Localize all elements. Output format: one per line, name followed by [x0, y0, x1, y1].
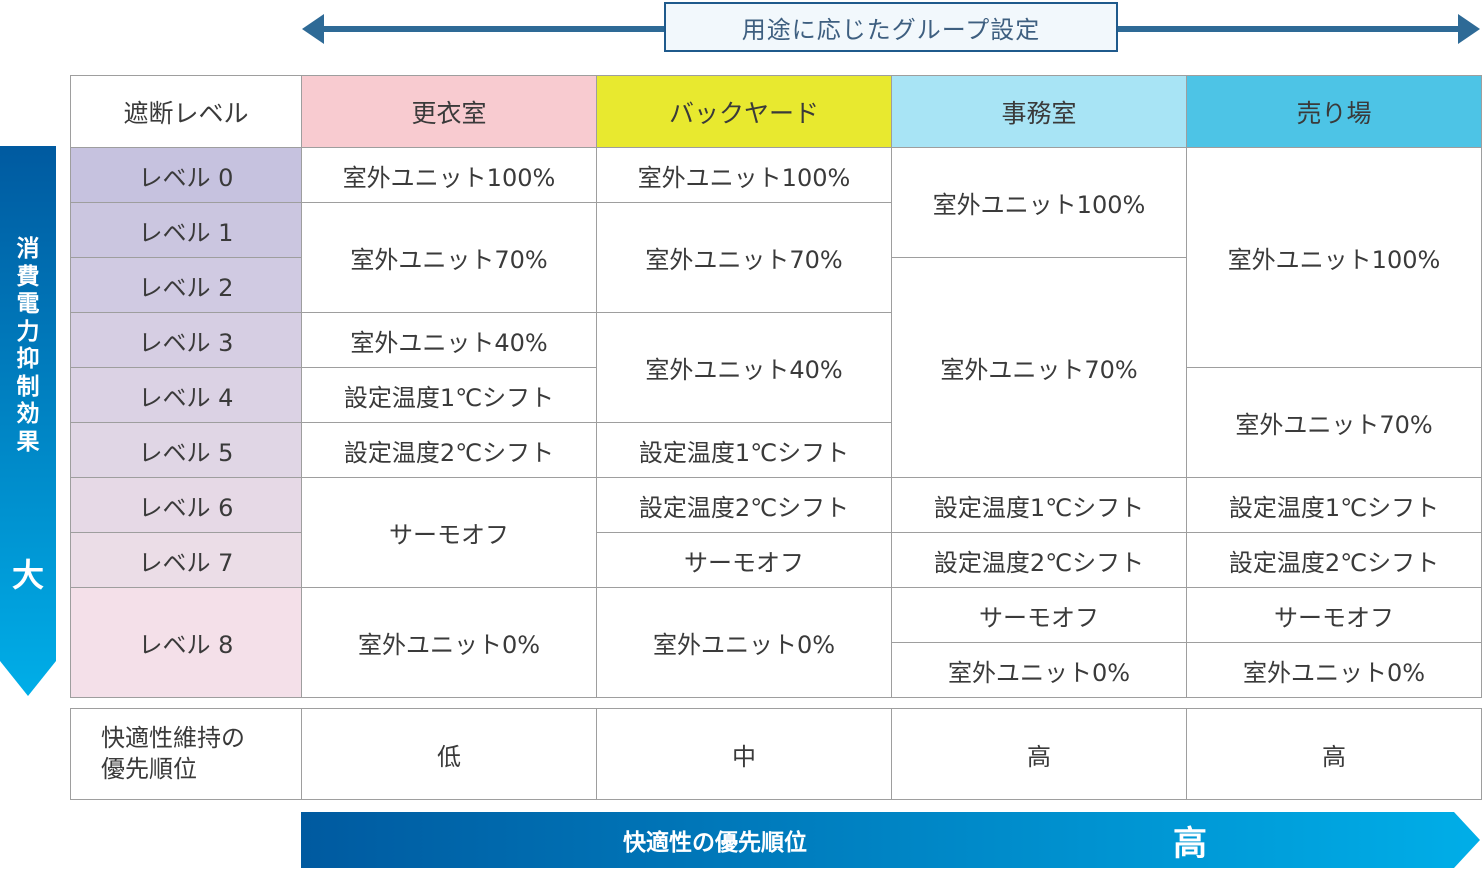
jimushitsu-cell: 設定温度1℃シフト: [892, 478, 1187, 533]
backyard-cell: 室外ユニット100%: [597, 148, 892, 203]
comfort-priority-table: 快適性維持の 優先順位 低 中 高 高: [70, 708, 1482, 800]
level-0-label: レベル 0: [71, 148, 302, 203]
level-2-label: レベル 2: [71, 258, 302, 313]
power-saving-char: 果: [16, 428, 40, 455]
jimushitsu-cell: 室外ユニット100%: [892, 148, 1187, 258]
kouishitsu-cell: サーモオフ: [302, 478, 597, 588]
backyard-cell: 室外ユニット70%: [597, 203, 892, 313]
header-cutoff-level: 遮断レベル: [71, 76, 302, 148]
jimushitsu-level8-group: サーモオフ 室外ユニット0%: [892, 588, 1187, 698]
uriba-cell: サーモオフ: [1187, 588, 1482, 643]
uriba-cell: 室外ユニット70%: [1187, 368, 1482, 478]
kouishitsu-cell: 室外ユニット0%: [302, 588, 597, 698]
power-saving-char: 消: [16, 236, 40, 262]
uriba-cell: 設定温度2℃シフト: [1187, 533, 1482, 588]
backyard-cell: サーモオフ: [597, 533, 892, 588]
backyard-cell: 設定温度1℃シフト: [597, 423, 892, 478]
kouishitsu-cell: 設定温度1℃シフト: [302, 368, 597, 423]
header-backyard: バックヤード: [597, 76, 892, 148]
level-7-label: レベル 7: [71, 533, 302, 588]
power-saving-char: 力: [16, 318, 40, 345]
kouishitsu-cell: 設定温度2℃シフト: [302, 423, 597, 478]
backyard-cell: 室外ユニット0%: [597, 588, 892, 698]
level-3-label: レベル 3: [71, 313, 302, 368]
level-8-label: レベル 8: [71, 588, 302, 698]
power-saving-char: 制: [16, 373, 40, 400]
comfort-priority-backyard: 中: [597, 709, 892, 800]
level-5-label: レベル 5: [71, 423, 302, 478]
kouishitsu-cell: 室外ユニット100%: [302, 148, 597, 203]
power-saving-char: 費: [16, 263, 40, 290]
comfort-priority-jimushitsu: 高: [892, 709, 1187, 800]
uriba-cell: 室外ユニット100%: [1187, 148, 1482, 368]
jimushitsu-cell: サーモオフ: [892, 588, 1187, 643]
uriba-level8-group: サーモオフ 室外ユニット0%: [1187, 588, 1482, 698]
level-4-label: レベル 4: [71, 368, 302, 423]
uriba-cell: 室外ユニット0%: [1187, 643, 1482, 698]
header-jimushitsu: 事務室: [892, 76, 1187, 148]
level-6-label: レベル 6: [71, 478, 302, 533]
comfort-priority-big-label: 高: [1173, 823, 1207, 864]
power-saving-big-label: 大: [11, 556, 44, 594]
level-1-label: レベル 1: [71, 203, 302, 258]
header-kouishitsu: 更衣室: [302, 76, 597, 148]
uriba-cell: 設定温度1℃シフト: [1187, 478, 1482, 533]
group-setting-label: 用途に応じたグループ設定: [664, 2, 1118, 52]
backyard-cell: 室外ユニット40%: [597, 313, 892, 423]
cutoff-level-table: 遮断レベル 更衣室 バックヤード 事務室 売り場 レベル 0 レベル 1 レベル…: [70, 75, 1482, 698]
power-saving-char: 効: [16, 401, 40, 427]
jimushitsu-cell: 室外ユニット0%: [892, 643, 1187, 698]
power-saving-label: 消 費 電 力 抑 制 効 果: [0, 236, 56, 456]
comfort-priority-kouishitsu: 低: [302, 709, 597, 800]
kouishitsu-cell: 室外ユニット40%: [302, 313, 597, 368]
jimushitsu-cell: 室外ユニット70%: [892, 258, 1187, 478]
comfort-priority-uriba: 高: [1187, 709, 1482, 800]
kouishitsu-cell: 室外ユニット70%: [302, 203, 597, 313]
power-saving-char: 電: [16, 291, 40, 317]
power-saving-arrow: [0, 146, 56, 696]
power-saving-char: 抑: [16, 346, 40, 372]
comfort-priority-arrow-label: 快適性の優先順位: [623, 830, 807, 856]
header-uriba: 売り場: [1187, 76, 1482, 148]
comfort-priority-label: 快適性維持の 優先順位: [71, 709, 302, 800]
jimushitsu-cell: 設定温度2℃シフト: [892, 533, 1187, 588]
backyard-cell: 設定温度2℃シフト: [597, 478, 892, 533]
